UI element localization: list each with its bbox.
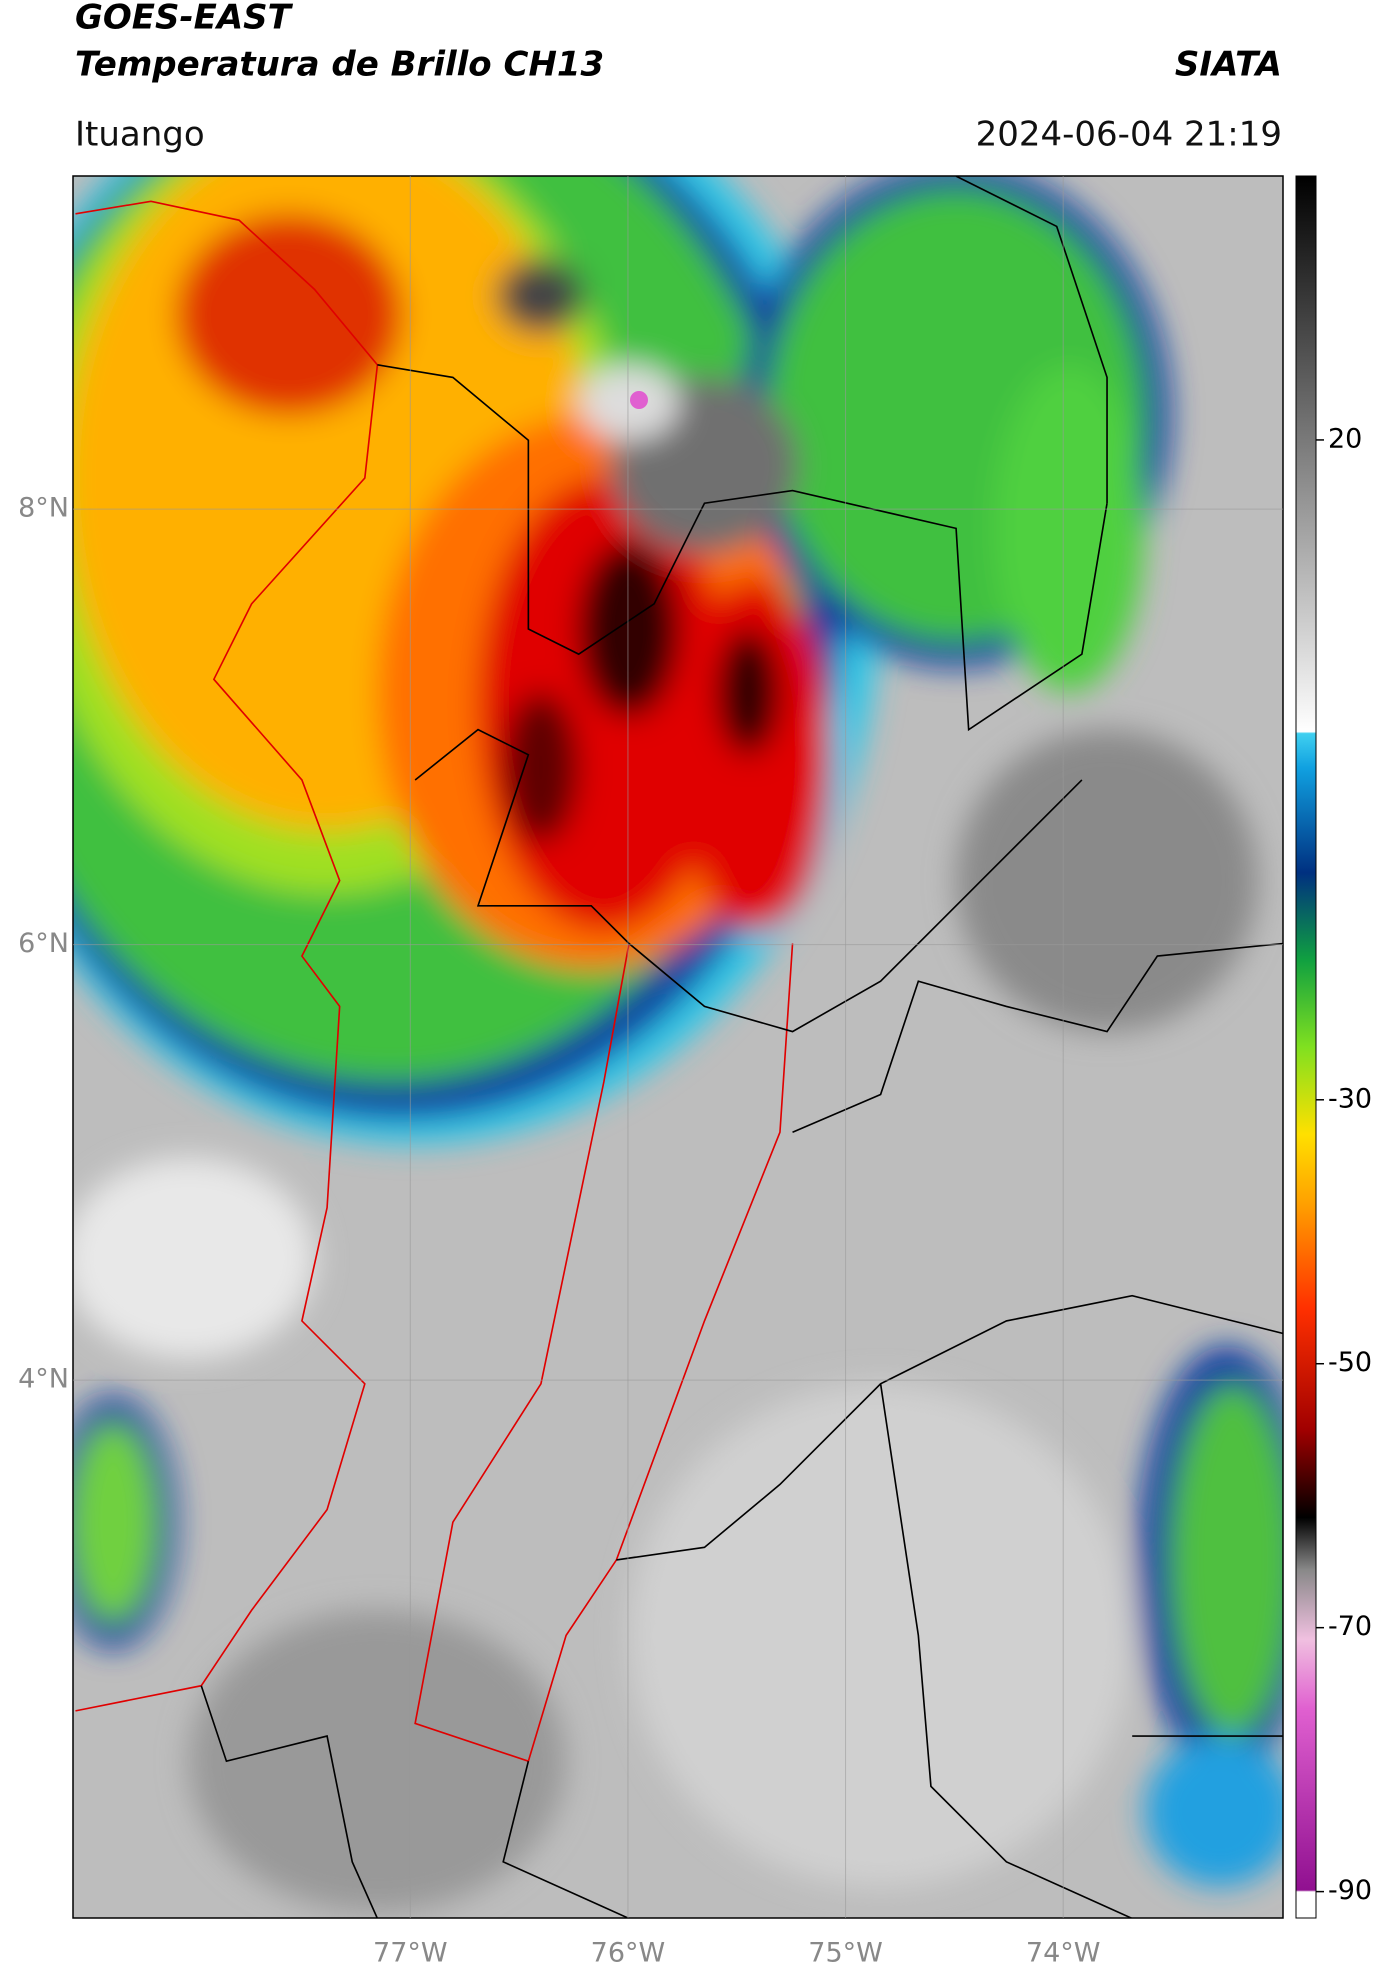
y-tick-label: 6°N (18, 928, 69, 959)
colorbar-tick-label: -50 (1328, 1347, 1372, 1378)
map-frame (72, 175, 1284, 1919)
colorbar-tick-label: -30 (1328, 1083, 1372, 1114)
colorbar-tick-label: -90 (1328, 1875, 1372, 1906)
y-tick-label: 8°N (18, 493, 69, 524)
source: SIATA (1175, 45, 1282, 85)
colorbar (1295, 175, 1317, 1919)
location: Ituango (75, 115, 205, 155)
x-tick-label: 77°W (373, 1938, 448, 1969)
colorbar-tick-label: 20 (1328, 423, 1362, 454)
y-tick-label: 4°N (18, 1364, 69, 1395)
subtitle: Temperatura de Brillo CH13 (75, 45, 604, 85)
x-tick-label: 76°W (591, 1938, 666, 1969)
datetime: 2024-06-04 21:19 (976, 115, 1282, 155)
x-tick-label: 74°W (1026, 1938, 1101, 1969)
colorbar-tick-label: -70 (1328, 1611, 1372, 1642)
map-image (73, 176, 1283, 1918)
x-tick-label: 75°W (808, 1938, 883, 1969)
title: GOES-EAST (75, 0, 294, 38)
